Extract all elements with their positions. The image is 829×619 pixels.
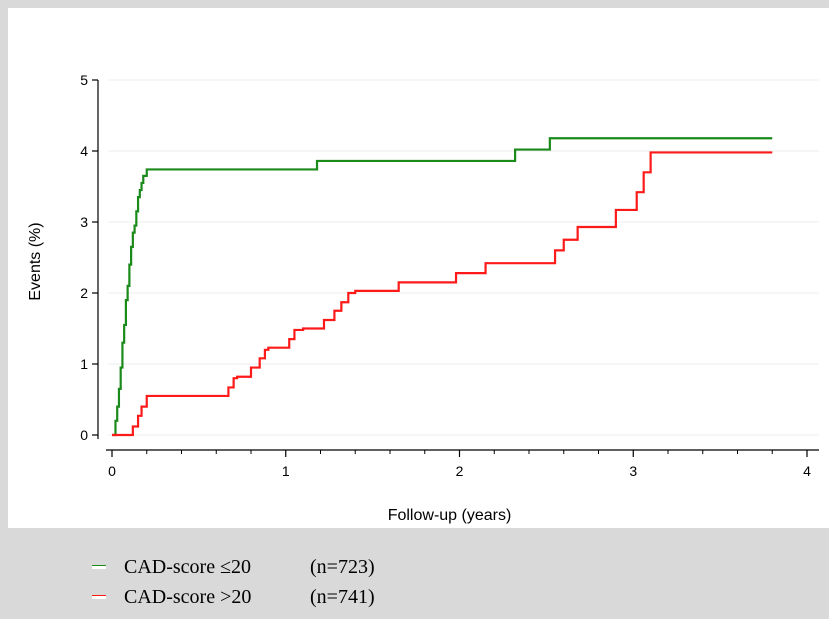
x-tick-label: 0 — [108, 463, 116, 479]
legend-count: (n=723) — [310, 555, 375, 578]
legend-swatch-green — [92, 565, 106, 569]
y-axis-label: Events (%) — [27, 222, 44, 300]
plot-panel: 0 1 2 3 4 5 0 1 2 3 4 Follow-up (years) Events (%) — [8, 8, 829, 528]
y-tick-label: 3 — [80, 214, 88, 230]
y-tick-label: 1 — [80, 356, 88, 372]
series-group — [112, 137, 773, 437]
y-tick-label: 5 — [80, 72, 88, 88]
gridlines — [108, 79, 819, 436]
x-axis-label: Follow-up (years) — [388, 507, 512, 524]
y-tick-label: 0 — [80, 427, 88, 443]
x-tick-label: 1 — [282, 463, 290, 479]
km-chart: 0 1 2 3 4 5 0 1 2 3 4 Follow-up (years) Events (%) — [27, 72, 819, 524]
legend-item-high: CAD-score >20 (n=741) — [92, 582, 375, 612]
x-tick-label: 2 — [456, 463, 464, 479]
series-line-low-score — [112, 137, 773, 437]
legend: CAD-score ≤20 (n=723) CAD-score >20 (n=7… — [92, 552, 375, 612]
legend-count: (n=741) — [310, 585, 375, 608]
legend-item-low: CAD-score ≤20 (n=723) — [92, 552, 375, 582]
x-tick-label: 4 — [803, 463, 811, 479]
legend-label: CAD-score >20 — [124, 585, 252, 608]
y-tick-label: 2 — [80, 285, 88, 301]
axes: 0 1 2 3 4 5 0 1 2 3 4 — [80, 72, 819, 479]
legend-label: CAD-score ≤20 — [124, 555, 252, 578]
x-tick-label: 3 — [629, 463, 637, 479]
y-tick-label: 4 — [80, 143, 88, 159]
series-line-high-score — [112, 151, 773, 437]
legend-swatch-red — [92, 595, 106, 599]
